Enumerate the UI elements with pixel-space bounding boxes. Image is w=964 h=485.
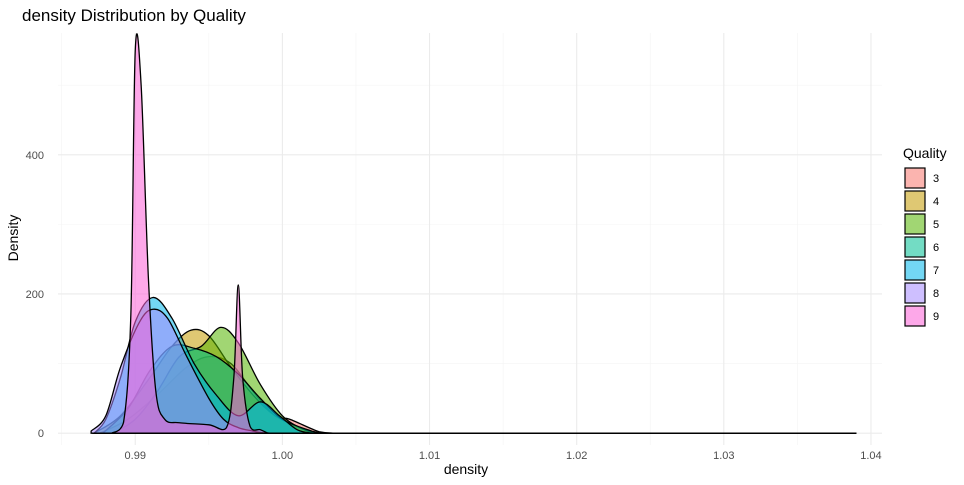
x-tick-label: 0.99 bbox=[125, 450, 146, 462]
legend-swatch-quality-4 bbox=[904, 190, 926, 212]
density-areas bbox=[90, 33, 857, 434]
legend-swatch-quality-8 bbox=[904, 282, 926, 304]
x-tick-label: 1.00 bbox=[272, 450, 293, 462]
legend-swatch-quality-3 bbox=[904, 167, 926, 189]
grid bbox=[58, 33, 882, 445]
legend-label-quality-3: 3 bbox=[933, 173, 939, 185]
legend-label-quality-6: 6 bbox=[933, 242, 939, 254]
legend-swatch-quality-6 bbox=[904, 236, 926, 258]
x-tick-label: 1.01 bbox=[419, 450, 440, 462]
legend-swatch-quality-9 bbox=[904, 305, 926, 327]
legend-label-quality-4: 4 bbox=[933, 196, 939, 208]
legend-swatch-quality-7 bbox=[904, 259, 926, 281]
chart-title: density Distribution by Quality bbox=[22, 6, 246, 25]
legend-label-quality-8: 8 bbox=[933, 288, 939, 300]
legend-swatch-quality-5 bbox=[904, 213, 926, 235]
legend: Quality 3 4 5 6 7 8 9 bbox=[903, 145, 947, 327]
density-area-quality-9 bbox=[109, 33, 857, 434]
y-tick-label: 200 bbox=[26, 289, 44, 301]
x-tick-label: 1.04 bbox=[860, 450, 881, 462]
x-tick-label: 1.02 bbox=[566, 450, 587, 462]
legend-title: Quality bbox=[903, 145, 947, 161]
y-axis-ticks: 0 200 400 bbox=[26, 150, 44, 440]
legend-label-quality-9: 9 bbox=[933, 311, 939, 323]
x-tick-label: 1.03 bbox=[713, 450, 734, 462]
y-tick-label: 400 bbox=[26, 150, 44, 162]
y-tick-label: 0 bbox=[38, 428, 44, 440]
x-axis-ticks: 0.99 1.00 1.01 1.02 1.03 1.04 bbox=[125, 450, 882, 462]
legend-label-quality-7: 7 bbox=[933, 265, 939, 277]
y-axis-title: Density bbox=[5, 215, 21, 262]
x-axis-title: density bbox=[444, 461, 488, 477]
legend-label-quality-5: 5 bbox=[933, 219, 939, 231]
